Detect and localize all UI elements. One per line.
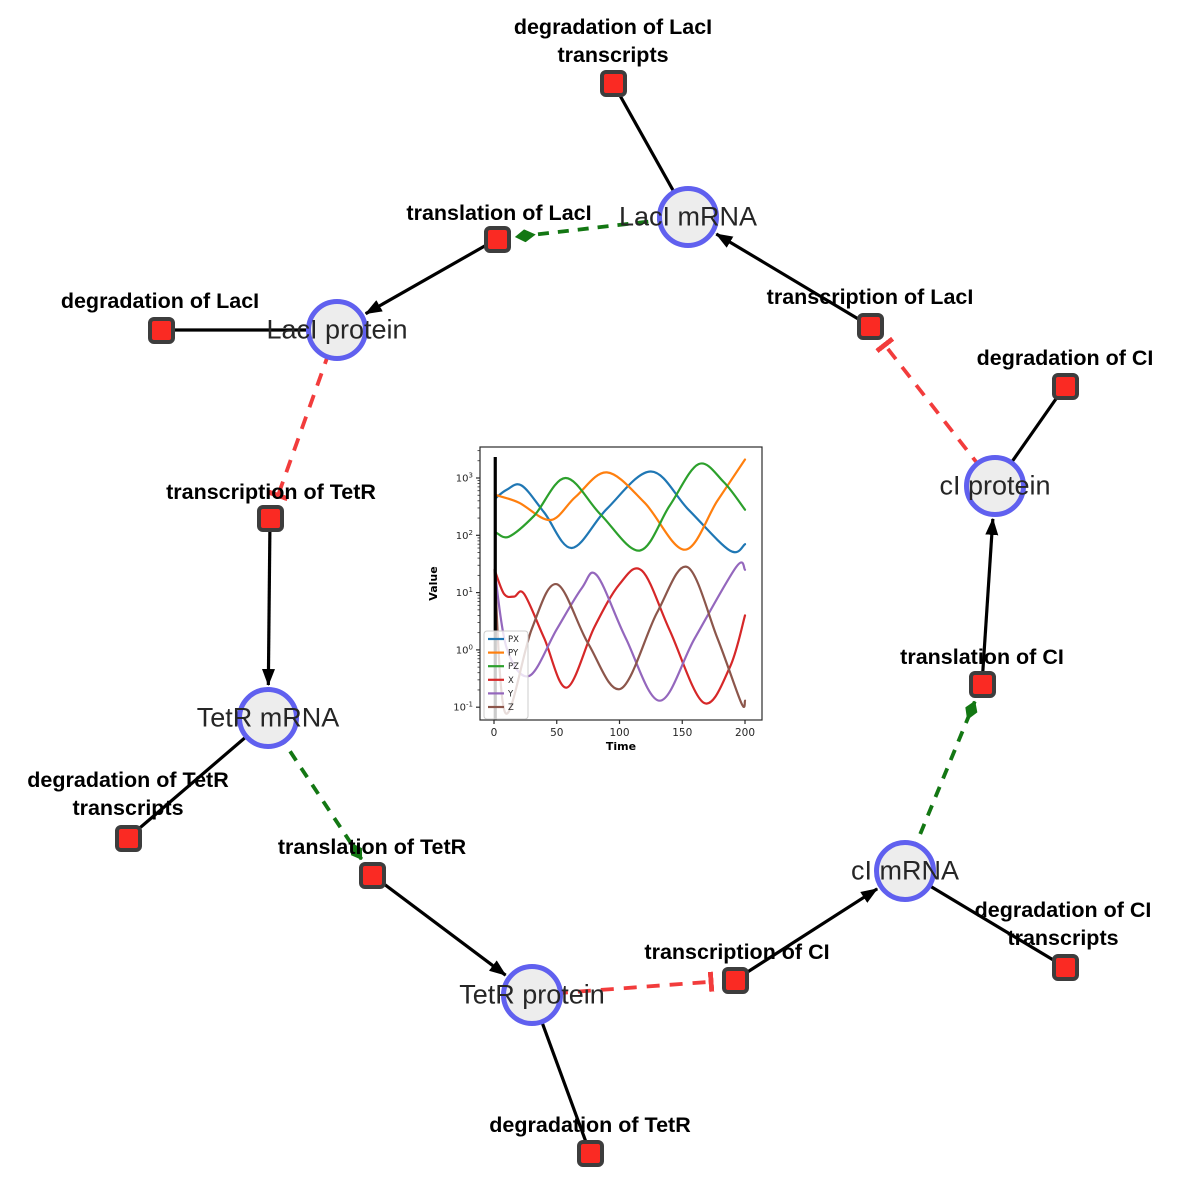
reaction-label-transl_tetR: translation of TetR (278, 833, 466, 861)
reaction-label-line: degradation of LacI (60, 289, 260, 313)
reaction-label-line: transcription of CI (644, 940, 830, 964)
reaction-node-deg_lacI_tx[interactable] (599, 69, 627, 97)
reaction-label-txn_cI: transcription of CI (644, 938, 829, 966)
edge-product-transl_tetR-tetR_protein (371, 873, 507, 977)
reaction-node-transl_cI[interactable] (968, 670, 996, 698)
x-tick-label: 50 (550, 727, 563, 739)
series-Z-line (493, 565, 747, 715)
reaction-label-transl_lacI: translation of LacI (406, 199, 591, 227)
edge-product-txn_lacI-lacI_mRNA (715, 232, 871, 328)
species-node-lacI_protein[interactable] (306, 299, 368, 361)
chart-axes-frame (479, 446, 763, 721)
legend-label-X: X (508, 676, 514, 686)
series-X-line (493, 567, 747, 705)
edge-reactant-cI_mRNA-deg_cI_tx (904, 869, 1066, 969)
reaction-node-deg_tetR[interactable] (576, 1139, 604, 1167)
x-tick-label: 150 (672, 727, 692, 739)
reaction-label-line: transcription of TetR (166, 480, 376, 504)
reaction-node-transl_tetR[interactable] (358, 861, 386, 889)
y-axis-title: Value (427, 566, 440, 600)
x-axis-title: Time (606, 740, 636, 753)
series-PX-line (494, 470, 747, 554)
reaction-node-transl_lacI[interactable] (483, 225, 511, 253)
species-label-tetR_mRNA: TetR mRNA (196, 702, 340, 733)
reaction-label-line: degradation of TetR (489, 1113, 691, 1137)
reaction-label-deg_cI_tx: degradation of CI transcripts (975, 896, 1152, 952)
species-label-cI_protein: cI protein (939, 470, 1051, 501)
reaction-label-line: degradation of TetR (27, 768, 229, 792)
legend-label-PY: PY (508, 649, 519, 659)
reaction-label-deg_lacI: degradation of LacI (61, 287, 259, 315)
species-node-tetR_protein[interactable] (501, 964, 563, 1026)
edge-product-transl_lacI-lacI_protein (364, 237, 498, 316)
reaction-label-line: translation of LacI (406, 201, 592, 225)
legend-label-PX: PX (508, 635, 519, 645)
reaction-node-txn_cI[interactable] (721, 966, 749, 994)
reaction-label-line: transcripts (1007, 926, 1119, 950)
species-label-cI_mRNA: cI mRNA (851, 855, 959, 886)
reaction-label-line: transcription of LacI (766, 285, 974, 309)
x-tick-label: 100 (609, 727, 629, 739)
y-tick-label: 103 (456, 472, 473, 485)
chart-legend: PX PY PZ XYZ (483, 630, 529, 720)
legend-label-Y: Y (507, 689, 514, 699)
series-PZ-line (495, 462, 747, 552)
reaction-node-txn_lacI[interactable] (856, 312, 884, 340)
reaction-label-deg_tetR_tx: degradation of TetR transcripts (27, 766, 228, 822)
timeseries-inset-plot: 0 50 100 150 20010310210110010-1TimeValuePXP… (427, 446, 763, 753)
reaction-node-deg_tetR_tx[interactable] (114, 824, 142, 852)
species-node-tetR_mRNA[interactable] (237, 687, 299, 749)
edge-product-transl_cI-cI_protein (980, 517, 999, 685)
reaction-label-txn_tetR: transcription of TetR (166, 478, 376, 506)
x-tick-label: 0 (491, 727, 498, 739)
edge-product-txn_cI-cI_mRNA (734, 887, 879, 982)
reaction-label-txn_lacI: transcription of LacI (767, 283, 974, 311)
species-node-cI_mRNA[interactable] (874, 840, 936, 902)
y-tick-label: 101 (456, 586, 473, 599)
reaction-label-line: transcripts (72, 796, 184, 820)
species-label-lacI_mRNA: LacI mRNA (618, 201, 758, 232)
y-tick-label: 102 (456, 529, 473, 542)
legend-label-Z: Z (508, 703, 514, 713)
species-node-cI_protein[interactable] (964, 455, 1026, 517)
reaction-label-line: degradation of LacI (513, 15, 713, 39)
reaction-node-deg_lacI[interactable] (147, 316, 175, 344)
reaction-label-line: translation of CI (900, 645, 1064, 669)
chart-plot-area (493, 457, 747, 720)
reaction-label-line: degradation of CI (976, 346, 1154, 370)
edge-product-txn_tetR-tetR_mRNA (261, 517, 275, 687)
reaction-label-line: degradation of CI (974, 898, 1152, 922)
series-PY-line (495, 458, 747, 551)
legend-label-PZ: PZ (508, 662, 519, 672)
y-tick-label: 10-1 (453, 701, 473, 714)
reaction-label-transl_cI: translation of CI (900, 643, 1064, 671)
species-label-lacI_protein: LacI protein (266, 314, 408, 345)
reaction-label-line: translation of TetR (277, 835, 467, 859)
x-tick-label: 200 (735, 727, 755, 739)
reaction-node-deg_cI[interactable] (1051, 372, 1079, 400)
species-node-lacI_mRNA[interactable] (657, 186, 719, 248)
reaction-label-deg_tetR: degradation of TetR (489, 1111, 690, 1139)
reaction-node-txn_tetR[interactable] (256, 504, 284, 532)
reaction-label-deg_cI: degradation of CI (977, 344, 1154, 372)
species-label-tetR_protein: TetR protein (459, 979, 605, 1010)
y-tick-label: 100 (456, 643, 473, 656)
reaction-label-deg_lacI_tx: degradation of LacI transcripts (514, 13, 712, 69)
reaction-node-deg_cI_tx[interactable] (1051, 953, 1079, 981)
reaction-label-line: transcripts (557, 43, 669, 67)
legend-box (483, 630, 529, 720)
